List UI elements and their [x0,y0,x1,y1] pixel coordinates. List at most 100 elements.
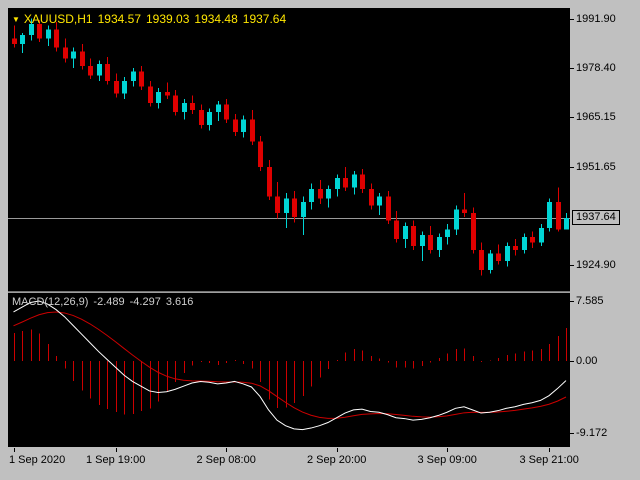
candle-body [471,213,476,250]
candle-body [462,209,467,214]
candle-body [88,66,93,76]
candle-body [156,91,161,103]
price-tick-label: 1991.90 [576,12,616,25]
price-tick-mark [570,360,574,362]
candle-body [326,189,331,199]
candle-body [556,202,561,230]
candle-body [292,198,297,217]
candle-body [369,189,374,206]
price-tick-mark [570,116,574,118]
indicator-value: 3.616 [165,296,194,308]
time-tick-mark [116,448,117,452]
candle-body [488,253,493,271]
candle-body [20,34,25,45]
candle-body [437,236,442,250]
candle-body [309,189,314,203]
candle-body [207,112,212,125]
candle-body [233,119,238,133]
time-tick-mark [14,448,15,452]
candle-body [267,167,272,197]
candle-body [139,71,144,87]
candle-body [216,104,221,113]
candle-body [420,235,425,247]
candle-body [394,220,399,239]
time-tick-mark [226,448,227,452]
candle-body [173,95,178,113]
candle-body [97,64,102,76]
candle-body [122,80,127,94]
indicator-value: -2.489 [93,296,125,308]
candle-body [250,119,255,142]
macd-tick-label: 0.00 [576,354,598,367]
price-tick-mark [570,18,574,20]
symbol-dropdown-icon[interactable]: ▼ [12,15,20,24]
candle-body [403,225,408,239]
candle-body [386,196,391,221]
price-tick-label: 1965.15 [576,110,616,123]
time-label: 2 Sep 08:00 [196,454,256,466]
candle-body [63,47,68,59]
candle-body [428,235,433,250]
price-tick-label: 1951.65 [576,160,616,173]
chart-plot-area[interactable]: ▼ XAUUSD,H1 1934.57 1939.03 1934.48 1937.64 M… [8,8,570,447]
main-chart[interactable] [8,8,570,291]
time-label: 3 Sep 21:00 [519,454,579,466]
macd-line [13,300,567,431]
candle-body [54,29,59,48]
candle-body [37,23,42,39]
time-tick-mark [447,448,448,452]
candle-body [46,29,51,39]
price-axis[interactable]: 1991.90 1978.40 1965.15 1951.65 1924.90 1937.… [570,8,640,447]
candle-body [284,198,289,214]
candle-body [360,174,365,190]
candle-body [530,236,535,243]
signal-line [13,311,567,419]
candle-body [190,102,195,111]
candle-body [505,246,510,261]
ohlc-low: 1934.48 [194,12,238,26]
candle-body [165,91,170,96]
ohlc-close: 1937.64 [242,12,287,26]
indicator-value: -4.297 [129,296,161,308]
candle-body [411,225,416,247]
price-tick-mark [570,433,574,435]
candle-body [539,227,544,243]
candle-body [275,196,280,214]
candle-body [496,253,501,261]
candle-body [318,189,323,199]
candle-body [199,110,204,125]
candle-body [343,178,348,188]
candle-body [564,218,569,230]
pane-divider[interactable] [8,291,570,293]
candle-body [454,209,459,230]
candle-body [258,141,263,168]
macd-pane[interactable] [8,293,570,447]
candle-body [522,236,527,250]
current-price-label: 1937.64 [572,210,620,226]
candle-body [71,51,76,59]
price-tick-label: 1978.40 [576,62,616,75]
symbol-label: XAUUSD,H1 [23,12,93,26]
candle-body [182,102,187,113]
time-label: 1 Sep 2020 [9,454,66,466]
indicator-name: MACD(12,26,9) [12,296,89,308]
candle-body [352,174,357,188]
time-label: 2 Sep 20:00 [307,454,367,466]
candle-body [114,80,119,94]
candle-body [479,249,484,271]
macd-tick-label: 7.585 [576,295,604,308]
candle-body [29,23,34,35]
candle-body [335,178,340,190]
candle-body [547,202,552,228]
ohlc-high: 1939.03 [146,12,190,26]
candle-body [12,38,17,45]
candle-body [131,71,136,81]
time-label: 3 Sep 09:00 [417,454,477,466]
time-axis[interactable]: 1 Sep 2020 1 Sep 19:00 2 Sep 08:00 2 Sep 20… [8,447,640,477]
candle-body [105,64,110,81]
candle-body [513,246,518,250]
price-tick-mark [570,166,574,168]
macd-readout: MACD(12,26,9) -2.489 -4.297 3.616 [12,296,198,308]
price-tick-mark [570,68,574,70]
